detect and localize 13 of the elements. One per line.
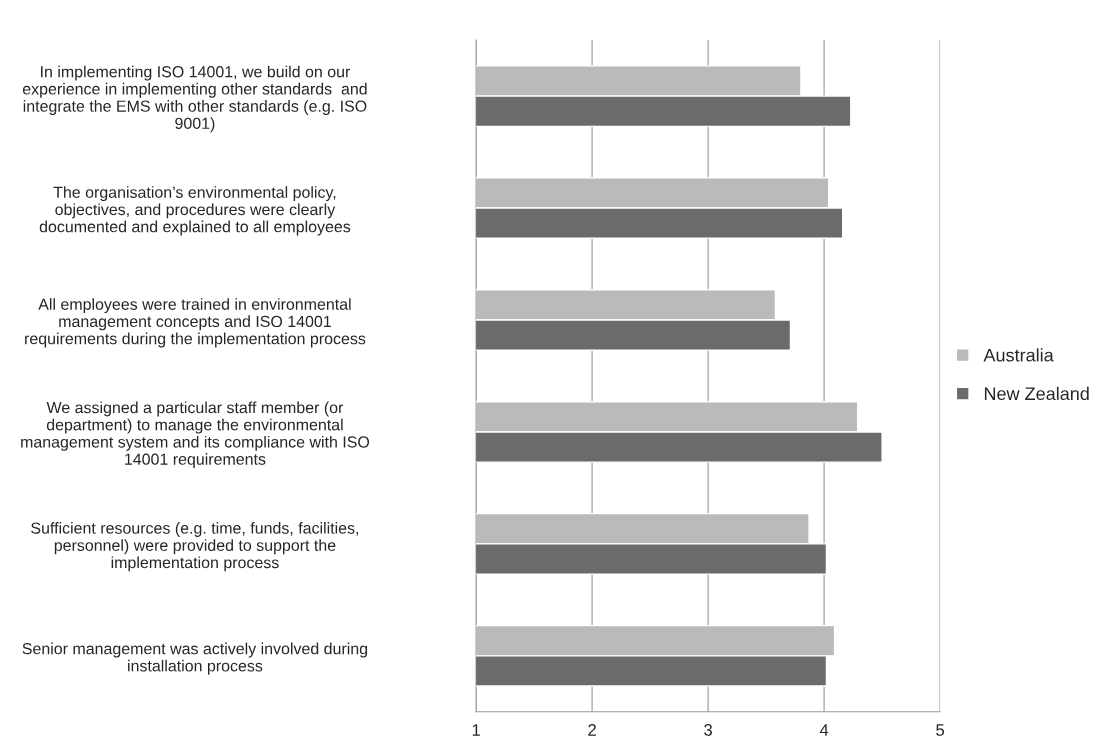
- x-tick-label: 2: [588, 724, 596, 736]
- y-tick-label: In implementing ISO 14001, we build on our experience in implementing other standards and integrate the EMS with other standards (e.g. ISO 9001): [22, 65, 367, 133]
- x-tick-label: 1: [472, 724, 480, 736]
- legend-label: Australia: [983, 348, 1054, 362]
- y-tick-label: Senior management was actively involved during installation process: [22, 642, 368, 675]
- y-tick-label: We assigned a particular staff member (or department) to manage the environmental management system and its compliance with ISO 14001 requirements: [21, 401, 370, 468]
- y-tick-label: The organisation’s environmental policy, objectives, and procedures were clearly documented and explained to all employees: [39, 186, 351, 236]
- y-tick-label: All employees were trained in environmental management concepts and ISO 14001 requirements during the implementation process: [25, 298, 366, 348]
- legend-label: New Zealand: [984, 386, 1089, 401]
- x-tick-label: 4: [819, 724, 829, 736]
- x-tick-label: 5: [936, 724, 945, 736]
- y-tick-label: Sufficient resources (e.g. time, funds, facilities, personnel) were provided to support the implementation process: [31, 522, 359, 572]
- x-tick-label: 3: [704, 724, 713, 736]
